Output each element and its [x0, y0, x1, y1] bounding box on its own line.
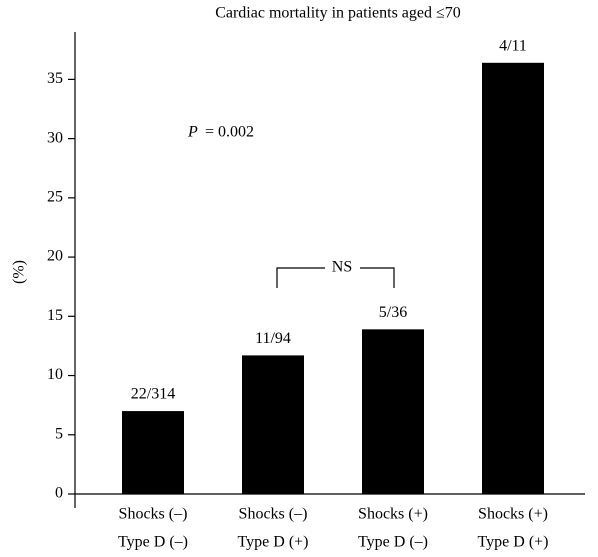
y-tick-label: 15: [47, 307, 63, 324]
value-label: 4/11: [499, 37, 527, 54]
x-tick-label: Shocks (+): [358, 506, 428, 523]
bar: [482, 62, 544, 495]
x-tick-label: Type D (–): [358, 534, 428, 551]
p-value: = 0.002: [205, 124, 254, 141]
bar: [362, 329, 424, 494]
y-axis-label: (%): [11, 260, 28, 284]
y-tick-label: 5: [55, 425, 63, 442]
bar: [242, 355, 304, 494]
value-label: 22/314: [131, 386, 175, 403]
y-tick-label: 25: [47, 189, 63, 206]
ns-bracket: [276, 267, 395, 288]
x-tick-label: Type D (+): [478, 534, 549, 551]
value-label: 5/36: [379, 304, 407, 321]
y-tick-label: 20: [47, 248, 63, 265]
y-tick-label: 10: [47, 366, 63, 383]
chart-title: Cardiac mortality in patients aged ≤70: [215, 5, 461, 22]
y-tick-label: 35: [47, 70, 63, 87]
bar: [122, 411, 184, 494]
y-tick-label: 0: [55, 485, 63, 502]
x-tick-label: Type D (–): [118, 534, 188, 551]
x-tick-label: Shocks (–): [239, 506, 308, 523]
x-tick-label: Shocks (–): [119, 506, 188, 523]
x-tick-label: Shocks (+): [478, 506, 548, 523]
y-tick-label: 30: [47, 129, 63, 146]
value-label: 11/94: [255, 330, 291, 347]
p-symbol: P: [187, 124, 198, 141]
ns-label: NS: [332, 259, 352, 276]
x-tick-label: Type D (+): [238, 534, 309, 551]
